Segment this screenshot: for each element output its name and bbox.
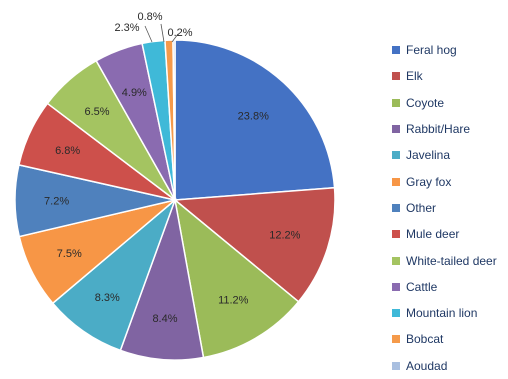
legend-item: Gray fox bbox=[392, 168, 508, 194]
leader-line bbox=[144, 25, 153, 43]
legend-item: Bobcat bbox=[392, 326, 508, 352]
legend-label: Rabbit/Hare bbox=[406, 122, 471, 137]
pie-slice-feral-hog bbox=[174, 39, 336, 201]
legend-swatch bbox=[392, 98, 400, 107]
legend-label: Javelina bbox=[406, 148, 451, 163]
slice-value-label: 11.2% bbox=[218, 294, 249, 306]
pie-slices bbox=[14, 39, 336, 361]
legend-swatch bbox=[392, 230, 400, 239]
legend-label: Coyote bbox=[406, 95, 445, 110]
legend-label: Mule deer bbox=[406, 227, 460, 242]
slice-value-label: 7.5% bbox=[57, 248, 82, 260]
legend-label: Elk bbox=[406, 69, 423, 84]
pie-slice-elk bbox=[173, 186, 336, 303]
legend-item: Mountain lion bbox=[392, 300, 508, 326]
legend-label: Gray fox bbox=[406, 174, 452, 189]
legend-item: Aoudad bbox=[392, 353, 508, 379]
legend-swatch bbox=[392, 361, 400, 370]
legend-swatch bbox=[392, 72, 400, 81]
legend-label: Other bbox=[406, 200, 437, 215]
legend-item: Rabbit/Hare bbox=[392, 116, 508, 142]
slice-value-label: 0.8% bbox=[137, 11, 162, 23]
leader-lines bbox=[144, 23, 179, 43]
slice-value-label: 8.3% bbox=[95, 292, 120, 304]
slice-value-label: 6.8% bbox=[55, 145, 80, 157]
legend-label: White-tailed deer bbox=[406, 253, 497, 268]
leader-line bbox=[171, 33, 179, 43]
slice-value-label: 0.2% bbox=[167, 27, 192, 39]
slice-value-label: 12.2% bbox=[269, 230, 300, 242]
legend-item: Feral hog bbox=[392, 37, 508, 63]
slice-value-label: 6.5% bbox=[85, 106, 110, 118]
legend-item: Cattle bbox=[392, 274, 508, 300]
legend-item: Elk bbox=[392, 63, 508, 89]
pie-slice-rabbit-hare bbox=[119, 197, 205, 361]
slice-value-label: 4.9% bbox=[122, 87, 147, 99]
leader-line bbox=[160, 23, 165, 43]
legend-label: Mountain lion bbox=[406, 306, 478, 321]
legend-swatch bbox=[392, 282, 400, 291]
pie-slice-coyote bbox=[173, 198, 300, 359]
legend-item: Mule deer bbox=[392, 221, 508, 247]
slice-value-label: 2.3% bbox=[114, 22, 139, 34]
legend-label: Bobcat bbox=[406, 332, 444, 347]
legend-swatch bbox=[392, 309, 400, 318]
slice-value-label: 7.2% bbox=[44, 196, 69, 208]
legend-swatch bbox=[392, 177, 400, 186]
slice-labels: 23.8% 12.2% 11.2% 8.4% 8.3% 7.5% 7.2% 6.8% 6.5% 4… bbox=[44, 11, 301, 325]
legend-label: Feral hog bbox=[406, 43, 457, 58]
legend-label: Cattle bbox=[406, 279, 438, 294]
legend-swatch bbox=[392, 203, 400, 212]
legend-swatch bbox=[392, 256, 400, 265]
legend-item: Other bbox=[392, 195, 508, 221]
slice-value-label: 23.8% bbox=[238, 110, 269, 122]
legend-swatch bbox=[392, 335, 400, 344]
slice-value-label: 8.4% bbox=[152, 313, 177, 325]
legend: Feral hog Elk Coyote Rabbit/Hare Javelina Gra… bbox=[392, 37, 508, 379]
pie-chart: 23.8% 12.2% 11.2% 8.4% 8.3% 7.5% 7.2% 6.8% 6.5% 4… bbox=[14, 11, 336, 361]
legend-item: Javelina bbox=[392, 142, 508, 168]
legend-item: White-tailed deer bbox=[392, 247, 508, 273]
legend-swatch bbox=[392, 125, 400, 134]
legend-label: Aoudad bbox=[406, 358, 448, 373]
legend-item: Coyote bbox=[392, 90, 508, 116]
legend-swatch bbox=[392, 151, 400, 160]
legend-swatch bbox=[392, 46, 400, 55]
